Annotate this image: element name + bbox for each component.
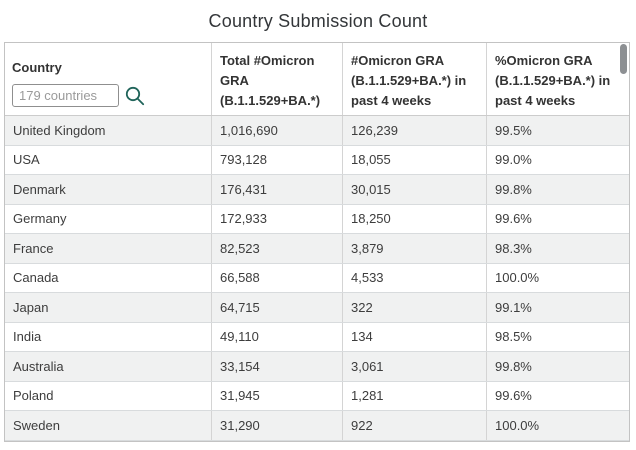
column-header-omicron-4weeks: #Omicron GRA (B.1.1.529+BA.*) in past 4 … (343, 43, 487, 115)
table-row: India 49,110 134 98.5% (5, 322, 629, 352)
column-header-total-omicron: Total #Omicron GRA (B.1.1.529+BA.*) (212, 43, 343, 115)
cell-percent: 99.8% (495, 358, 532, 374)
cell-recent: 3,879 (343, 234, 487, 263)
cell-total: 49,110 (212, 322, 343, 351)
cell-recent: 30,015 (343, 175, 487, 204)
cell-recent: 126,239 (343, 116, 487, 145)
cell-country: Germany (5, 204, 212, 233)
country-submission-table: Country Total #Omicron GRA (B.1.1.529+BA… (4, 42, 630, 442)
cell-recent: 18,250 (343, 204, 487, 233)
table-row: Poland 31,945 1,281 99.6% (5, 381, 629, 411)
table-row-partial (5, 440, 629, 442)
vertical-scrollbar-thumb[interactable] (620, 44, 627, 74)
country-search-input[interactable] (12, 84, 119, 107)
table-body: United Kingdom 1,016,690 126,239 99.5% USA 79… (5, 116, 629, 442)
table-row: Australia 33,154 3,061 99.8% (5, 352, 629, 382)
country-column-label: Country (12, 60, 62, 75)
cell-total: 1,016,690 (212, 116, 343, 145)
table-row: France 82,523 3,879 98.3% (5, 234, 629, 264)
cell-percent: 98.3% (495, 240, 532, 256)
cell-percent: 99.6% (495, 388, 532, 404)
column-header-percent-omicron-4weeks: %Omicron GRA (B.1.1.529+BA.*) in past 4 … (495, 53, 611, 108)
cell-country: Japan (5, 293, 212, 322)
cell-total (212, 440, 343, 441)
cell-total: 33,154 (212, 352, 343, 381)
cell-country: Sweden (5, 411, 212, 440)
cell-recent (343, 440, 487, 441)
cell-recent: 134 (343, 322, 487, 351)
cell-recent: 1,281 (343, 381, 487, 410)
cell-country: France (5, 234, 212, 263)
cell-recent: 3,061 (343, 352, 487, 381)
cell-country: India (5, 322, 212, 351)
cell-country: Australia (5, 352, 212, 381)
cell-country (5, 440, 212, 441)
cell-total: 793,128 (212, 145, 343, 174)
cell-total: 66,588 (212, 263, 343, 292)
table-row: Sweden 31,290 922 100.0% (5, 411, 629, 441)
cell-percent: 100.0% (495, 417, 540, 433)
cell-percent: 99.5% (495, 122, 532, 138)
cell-recent: 18,055 (343, 145, 487, 174)
cell-recent: 322 (343, 293, 487, 322)
cell-country: Canada (5, 263, 212, 292)
table-row: USA 793,128 18,055 99.0% (5, 145, 629, 175)
search-icon[interactable] (124, 85, 146, 107)
column-header-country: Country (5, 43, 212, 115)
cell-percent: 98.5% (495, 329, 532, 345)
table-row: Denmark 176,431 30,015 99.8% (5, 175, 629, 205)
cell-total: 31,945 (212, 381, 343, 410)
table-row: Germany 172,933 18,250 99.6% (5, 204, 629, 234)
page-title: Country Submission Count (208, 11, 428, 31)
cell-country: USA (5, 145, 212, 174)
cell-percent: 99.8% (495, 181, 532, 197)
cell-country: Poland (5, 381, 212, 410)
cell-total: 64,715 (212, 293, 343, 322)
cell-country: United Kingdom (5, 116, 212, 145)
cell-total: 176,431 (212, 175, 343, 204)
country-search (12, 84, 203, 107)
cell-percent (487, 441, 629, 442)
table-row: United Kingdom 1,016,690 126,239 99.5% (5, 116, 629, 146)
cell-percent: 99.6% (495, 211, 532, 227)
cell-percent: 100.0% (495, 270, 540, 286)
cell-total: 82,523 (212, 234, 343, 263)
cell-recent: 4,533 (343, 263, 487, 292)
table-header-row: Country Total #Omicron GRA (B.1.1.529+BA… (5, 43, 629, 116)
cell-percent: 99.1% (495, 299, 532, 315)
cell-total: 172,933 (212, 204, 343, 233)
table-row: Japan 64,715 322 99.1% (5, 293, 629, 323)
cell-percent: 99.0% (495, 152, 532, 168)
cell-country: Denmark (5, 175, 212, 204)
table-row: Canada 66,588 4,533 100.0% (5, 263, 629, 293)
cell-total: 31,290 (212, 411, 343, 440)
cell-recent: 922 (343, 411, 487, 440)
